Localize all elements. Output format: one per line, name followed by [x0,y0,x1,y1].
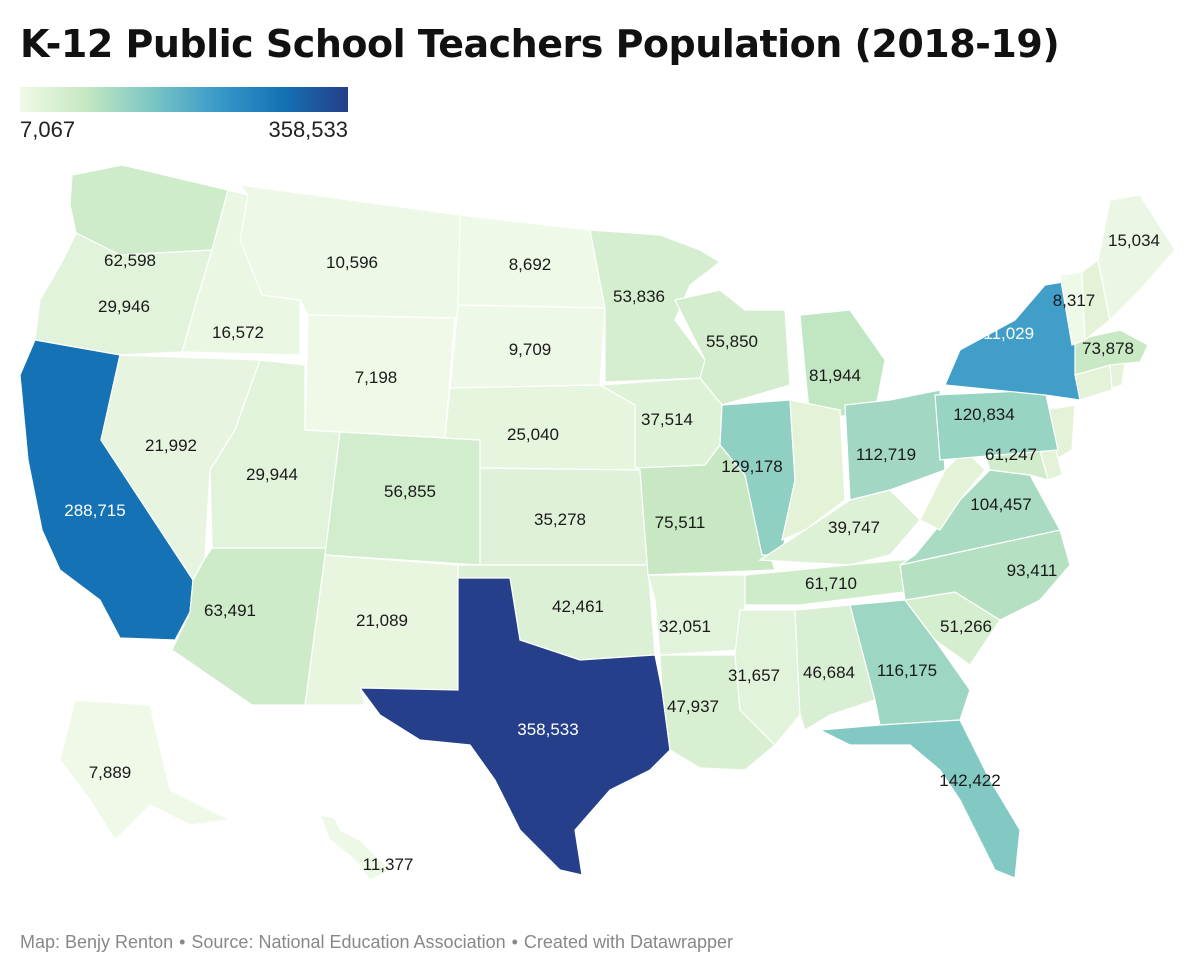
state-label-oh: 112,719 [856,445,916,464]
state-mn [589,229,722,383]
state-label-il: 129,178 [721,457,782,476]
footer-separator: • [511,932,518,952]
states-layer [19,164,1176,881]
state-hi [319,814,392,881]
state-label-ca: 288,715 [64,501,125,520]
state-or [34,232,213,356]
state-fl [817,719,1021,879]
labels-layer: 62,598 29,946 288,715 16,572 21,992 10,596 7,1… [64,231,1160,874]
state-ma [1074,329,1149,376]
state-label-ga: 116,175 [877,661,937,680]
state-ar [647,574,749,656]
map-title: K-12 Public School Teachers Population (… [20,22,1060,66]
state-ny [944,279,1081,401]
footer: Map: Benjy Renton • Source: National Educa… [20,932,733,953]
state-ak [59,699,233,841]
state-label-wi: 55,850 [706,332,758,351]
state-label-mi: 81,944 [809,366,861,385]
state-label-nv: 21,992 [145,436,197,455]
state-label-ia: 37,514 [641,410,693,429]
state-nc [899,529,1071,621]
state-label-ar: 32,051 [659,617,711,636]
state-label-sc: 51,266 [940,617,992,636]
state-label-id: 16,572 [212,323,264,342]
footer-map-credit: Map: Benjy Renton [20,932,174,952]
state-label-mt: 10,596 [326,253,378,272]
state-ri [1109,361,1126,389]
state-label-me: 15,034 [1108,231,1160,250]
state-label-nm: 21,089 [356,611,408,630]
footer-separator: • [179,932,186,952]
state-label-az: 63,491 [204,601,256,620]
state-label-ny: 211,029 [974,324,1034,343]
state-label-ok: 42,461 [552,597,604,616]
state-label-wa: 62,598 [104,251,156,270]
state-ky [758,489,921,566]
state-label-ky: 39,747 [828,518,880,537]
footer-tool: Created with Datawrapper [523,932,734,952]
state-nm [304,554,459,706]
state-label-vt: 8,317 [1053,291,1096,310]
legend-gradient-rect [20,87,348,112]
state-label-wy: 7,198 [355,368,398,387]
state-label-tx: 358,533 [517,720,578,739]
state-label-md: 61,247 [985,445,1037,464]
state-label-ut: 29,944 [246,465,298,484]
state-tx [358,577,671,876]
state-label-or: 29,946 [98,297,150,316]
state-label-tn: 61,710 [805,574,857,593]
state-label-nd: 8,692 [509,255,552,274]
legend-min-label: 7,067 [20,117,76,142]
state-wv [919,449,986,531]
state-label-sd: 9,709 [509,340,552,359]
state-label-va: 104,457 [970,495,1031,514]
state-label-hi: 11,377 [363,855,414,874]
legend-max-label: 358,533 [268,117,348,142]
state-label-ne: 25,040 [507,425,559,444]
state-me [1097,194,1176,322]
legend-color-ramp [20,87,348,112]
state-label-ma: 73,878 [1082,339,1134,358]
state-label-al: 46,684 [803,663,855,682]
state-label-co: 56,855 [384,482,436,501]
state-label-fl: 142,422 [939,771,1000,790]
state-label-la: 47,937 [667,697,719,716]
state-wi [674,289,791,406]
state-label-mn: 53,836 [613,287,665,306]
state-label-ks: 35,278 [534,510,586,529]
state-label-mo: 75,511 [655,513,706,532]
footer-source: Source: National Education Association [191,932,506,952]
state-label-pa: 120,834 [953,405,1014,424]
state-label-ak: 7,889 [89,763,132,782]
state-label-nc: 93,411 [1007,561,1058,580]
state-label-ms: 31,657 [728,666,780,685]
